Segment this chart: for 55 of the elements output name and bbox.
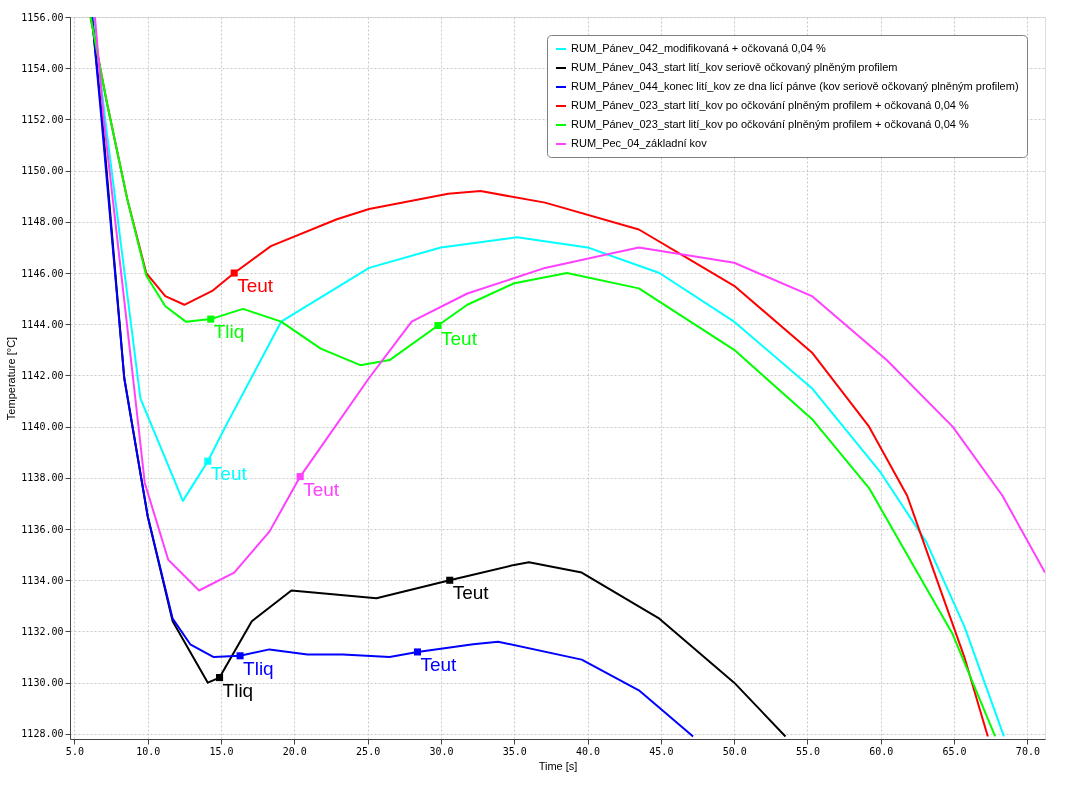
x-tick-label: 20.0 xyxy=(282,745,307,757)
point xyxy=(413,648,422,656)
annotation: Teut xyxy=(441,327,478,349)
y-tick-label: 1150.00 xyxy=(21,165,64,177)
y-tick-label: 1142.00 xyxy=(21,369,64,381)
x-tick-label: 65.0 xyxy=(942,745,967,757)
point xyxy=(236,652,244,660)
annotation: Tliq xyxy=(222,679,254,701)
y-tick-label: 1138.00 xyxy=(21,472,64,484)
x-tick-label: 45.0 xyxy=(649,745,674,757)
legend-label: RUM_Pánev_044_konec lití_kov ze dna licí pánve (kov seriově očkovaný plněným profilem) xyxy=(571,80,1019,92)
y-tick-label: 1136.00 xyxy=(21,523,64,535)
y-tick-label: 1154.00 xyxy=(21,62,64,74)
annotation: Tliq xyxy=(213,321,245,343)
y-tick-label: 1140.00 xyxy=(21,421,64,433)
y-tick-label: 1146.00 xyxy=(21,267,64,279)
point xyxy=(207,315,215,323)
y-tick-label: 1156.00 xyxy=(21,11,64,23)
y-tick-label: 1130.00 xyxy=(21,677,64,689)
y-tick-label: 1148.00 xyxy=(21,216,64,228)
annotation: Tliq xyxy=(243,657,274,679)
annotation: Teut xyxy=(420,653,458,675)
y-tick-label: 1134.00 xyxy=(21,574,64,586)
point xyxy=(230,269,238,277)
point xyxy=(216,674,224,682)
x-tick-label: 30.0 xyxy=(429,745,454,757)
annotation: Teut xyxy=(210,463,248,485)
y-tick-label: 1132.00 xyxy=(21,625,64,637)
legend-label: RUM_Pánev_043_start lití_kov seriově očkovaný plněným profilem xyxy=(571,61,898,73)
x-tick-label: 55.0 xyxy=(795,745,821,757)
x-tick-label: 10.0 xyxy=(136,745,161,757)
annotation: Teut xyxy=(303,478,340,500)
y-tick-label: 1144.00 xyxy=(21,318,64,330)
legend-label: RUM_Pec_04_základní kov xyxy=(571,137,708,149)
x-tick-label: 60.0 xyxy=(869,745,894,757)
y-axis-title: Temperature [°C] xyxy=(5,336,18,421)
annotation: Teut xyxy=(452,582,490,604)
x-tick-label: 40.0 xyxy=(576,745,601,757)
point xyxy=(296,473,304,481)
annotation: Teut xyxy=(237,275,274,297)
point xyxy=(446,576,454,584)
x-tick-label: 15.0 xyxy=(209,745,234,757)
y-tick-label: 1152.00 xyxy=(21,113,64,125)
x-tick-label: 35.0 xyxy=(502,745,527,757)
legend-label: RUM_Pánev_042_modifikovaná + očkovaná 0,04 % xyxy=(571,42,826,54)
x-tick-label: 50.0 xyxy=(722,745,747,757)
x-tick-label: 70.0 xyxy=(1015,745,1040,757)
point xyxy=(434,321,442,330)
x-tick-label: 5.0 xyxy=(65,745,84,757)
legend-label: RUM_Pánev_023_start lití_kov po očkování plněným profilem + očkovaná 0,04 % xyxy=(571,99,969,111)
y-tick-label: 1128.00 xyxy=(21,728,64,740)
point xyxy=(204,457,212,465)
x-tick-label: 25.0 xyxy=(356,745,381,757)
legend-label: RUM_Pánev_023_start lití_kov po očkování plněným profilem + očkovaná 0,04 % xyxy=(571,118,969,130)
x-axis-title: Time [s] xyxy=(538,759,578,772)
